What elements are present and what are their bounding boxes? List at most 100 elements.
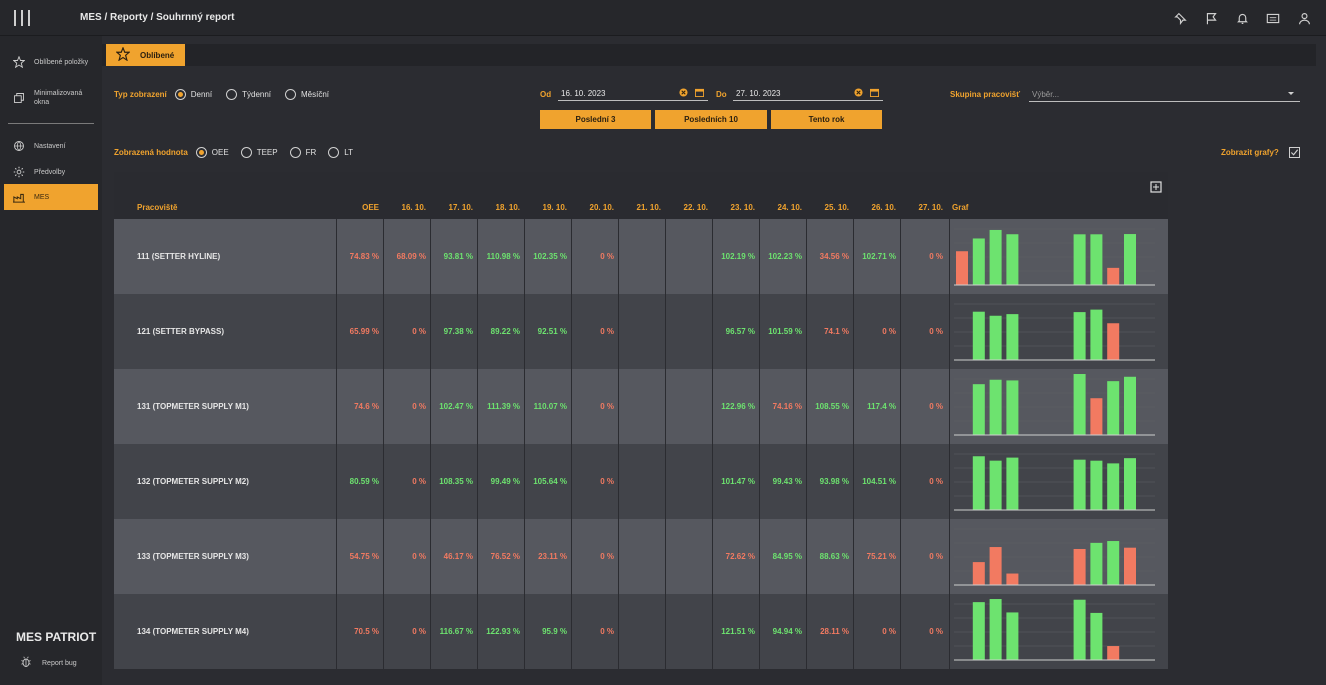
show-graphs-checkbox[interactable] (1289, 147, 1300, 158)
day-cell (665, 444, 712, 519)
calendar-icon[interactable] (695, 88, 704, 97)
header-col: 20. 10. (589, 203, 614, 212)
day-cell: 0 % (571, 219, 618, 294)
day-cell: 0 % (383, 369, 430, 444)
day-cell: 97.38 % (430, 294, 477, 369)
favorites-label: Oblíbené (140, 50, 175, 60)
clear-icon[interactable] (854, 88, 863, 97)
calendar-icon[interactable] (870, 88, 879, 97)
table-row[interactable]: 132 (TOPMETER SUPPLY M2) 80.59 % 0 % 108.35… (114, 444, 1168, 519)
day-cell: 108.55 % (806, 369, 853, 444)
sidebar-item-settings[interactable]: Nastavení (4, 132, 98, 160)
radio-teep[interactable] (240, 147, 252, 158)
day-cell: 72.62 % (712, 519, 759, 594)
day-cell: 74.1 % (806, 294, 853, 369)
day-cell (618, 594, 665, 669)
workplace-name: 133 (TOPMETER SUPPLY M3) (137, 552, 249, 561)
value-type-group: Zobrazená hodnota OEE TEEP FR LT (114, 147, 353, 158)
this-year-button[interactable]: Tento rok (771, 110, 882, 129)
workplace-group-placeholder: Výběr... (1032, 90, 1060, 99)
favorites-button[interactable]: Oblíbené (106, 44, 185, 66)
radio-fr[interactable] (289, 147, 301, 158)
windows-icon (4, 92, 34, 104)
bar-chart-svg (954, 599, 1155, 661)
chart-bar (972, 384, 985, 435)
chart-bar (989, 315, 1002, 360)
sidebar-item-favorites[interactable]: Oblíbené položky (4, 48, 98, 76)
day-cell: 46.17 % (430, 519, 477, 594)
day-cell (665, 594, 712, 669)
header-col: 25. 10. (824, 203, 849, 212)
to-date-field[interactable]: 27. 10. 2023 (733, 87, 883, 101)
day-cell: 0 % (900, 294, 947, 369)
table-row[interactable]: 111 (SETTER HYLINE) 74.83 % 68.09 % 93.81 %… (114, 219, 1168, 294)
last-3-button[interactable]: Poslední 3 (540, 110, 651, 129)
last-10-button[interactable]: Posledních 10 (655, 110, 767, 129)
sidebar: Oblíbené položky Minimalizovaná okna Nas… (0, 36, 102, 685)
workplace-name: 132 (TOPMETER SUPPLY M2) (137, 477, 249, 486)
flag-icon[interactable] (1203, 10, 1219, 26)
chart-bar (1107, 541, 1120, 585)
mini-bar-chart (949, 369, 1168, 444)
day-cell: 23.11 % (524, 519, 571, 594)
day-cell: 0 % (900, 369, 947, 444)
mini-bar-chart (949, 594, 1168, 669)
favorites-bar: Oblíbené (102, 44, 1316, 66)
day-cell (665, 519, 712, 594)
day-cell: 99.49 % (477, 444, 524, 519)
table-row[interactable]: 133 (TOPMETER SUPPLY M3) 54.75 % 0 % 46.17 … (114, 519, 1168, 594)
day-cell: 89.22 % (477, 294, 524, 369)
report-bug-link[interactable]: Report bug (20, 656, 77, 670)
bell-icon[interactable] (1234, 10, 1250, 26)
day-cell (665, 294, 712, 369)
workplace-name: 121 (SETTER BYPASS) (137, 327, 224, 336)
day-cell (618, 219, 665, 294)
from-date-field[interactable]: 16. 10. 2023 (558, 87, 708, 101)
pin-icon[interactable] (1172, 10, 1188, 26)
chart-bar (1073, 312, 1086, 360)
keyboard-icon[interactable] (1265, 10, 1281, 26)
day-cell: 28.11 % (806, 594, 853, 669)
chart-bar (989, 599, 1002, 660)
day-cell: 68.09 % (383, 219, 430, 294)
day-cell: 0 % (571, 294, 618, 369)
clear-icon[interactable] (679, 88, 688, 97)
sidebar-item-preferences[interactable]: Předvolby (4, 158, 98, 186)
radio-weekly[interactable] (226, 89, 238, 100)
day-cell: 0 % (900, 519, 947, 594)
day-cell (665, 219, 712, 294)
header-col: 19. 10. (542, 203, 567, 212)
from-label: Od (540, 90, 552, 99)
day-cell: 0 % (383, 594, 430, 669)
export-icon[interactable] (1150, 180, 1162, 193)
header-col: 23. 10. (730, 203, 755, 212)
menu-icon[interactable] (14, 10, 30, 26)
radio-daily[interactable] (174, 89, 186, 100)
workplace-group-select[interactable]: Výběr... (1029, 88, 1300, 102)
chart-bar (1124, 234, 1136, 285)
radio-monthly[interactable] (285, 89, 297, 100)
chart-bar (1107, 323, 1120, 360)
sidebar-item-mes[interactable]: MES (4, 184, 98, 210)
view-type-label: Typ zobrazení (114, 90, 167, 99)
day-cell (618, 294, 665, 369)
table-row[interactable]: 131 (TOPMETER SUPPLY M1) 74.6 % 0 % 102.47 … (114, 369, 1168, 444)
header-col: 21. 10. (636, 203, 661, 212)
table-row[interactable]: 121 (SETTER BYPASS) 65.99 % 0 % 97.38 % 89.2… (114, 294, 1168, 369)
day-cell: 110.07 % (524, 369, 571, 444)
radio-weekly-label: Týdenní (242, 90, 272, 99)
user-icon[interactable] (1296, 10, 1312, 26)
table-row[interactable]: 134 (TOPMETER SUPPLY M4) 70.5 % 0 % 116.67 … (114, 594, 1168, 669)
radio-lt[interactable] (328, 147, 340, 158)
day-cell: 110.98 % (477, 219, 524, 294)
report-bug-label: Report bug (42, 659, 77, 667)
day-cell: 94.94 % (759, 594, 806, 669)
breadcrumb: MES / Reporty / Souhrnný report (80, 12, 235, 23)
header-col: 24. 10. (777, 203, 802, 212)
sidebar-item-minimized[interactable]: Minimalizovaná okna (4, 84, 98, 112)
day-cell: 102.47 % (430, 369, 477, 444)
radio-oee[interactable] (195, 147, 207, 158)
mini-bar-chart (949, 444, 1168, 519)
day-cell: 101.59 % (759, 294, 806, 369)
day-cell: 88.63 % (806, 519, 853, 594)
